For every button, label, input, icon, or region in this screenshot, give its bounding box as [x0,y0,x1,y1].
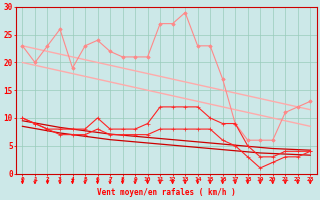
X-axis label: Vent moyen/en rafales ( km/h ): Vent moyen/en rafales ( km/h ) [97,188,236,197]
